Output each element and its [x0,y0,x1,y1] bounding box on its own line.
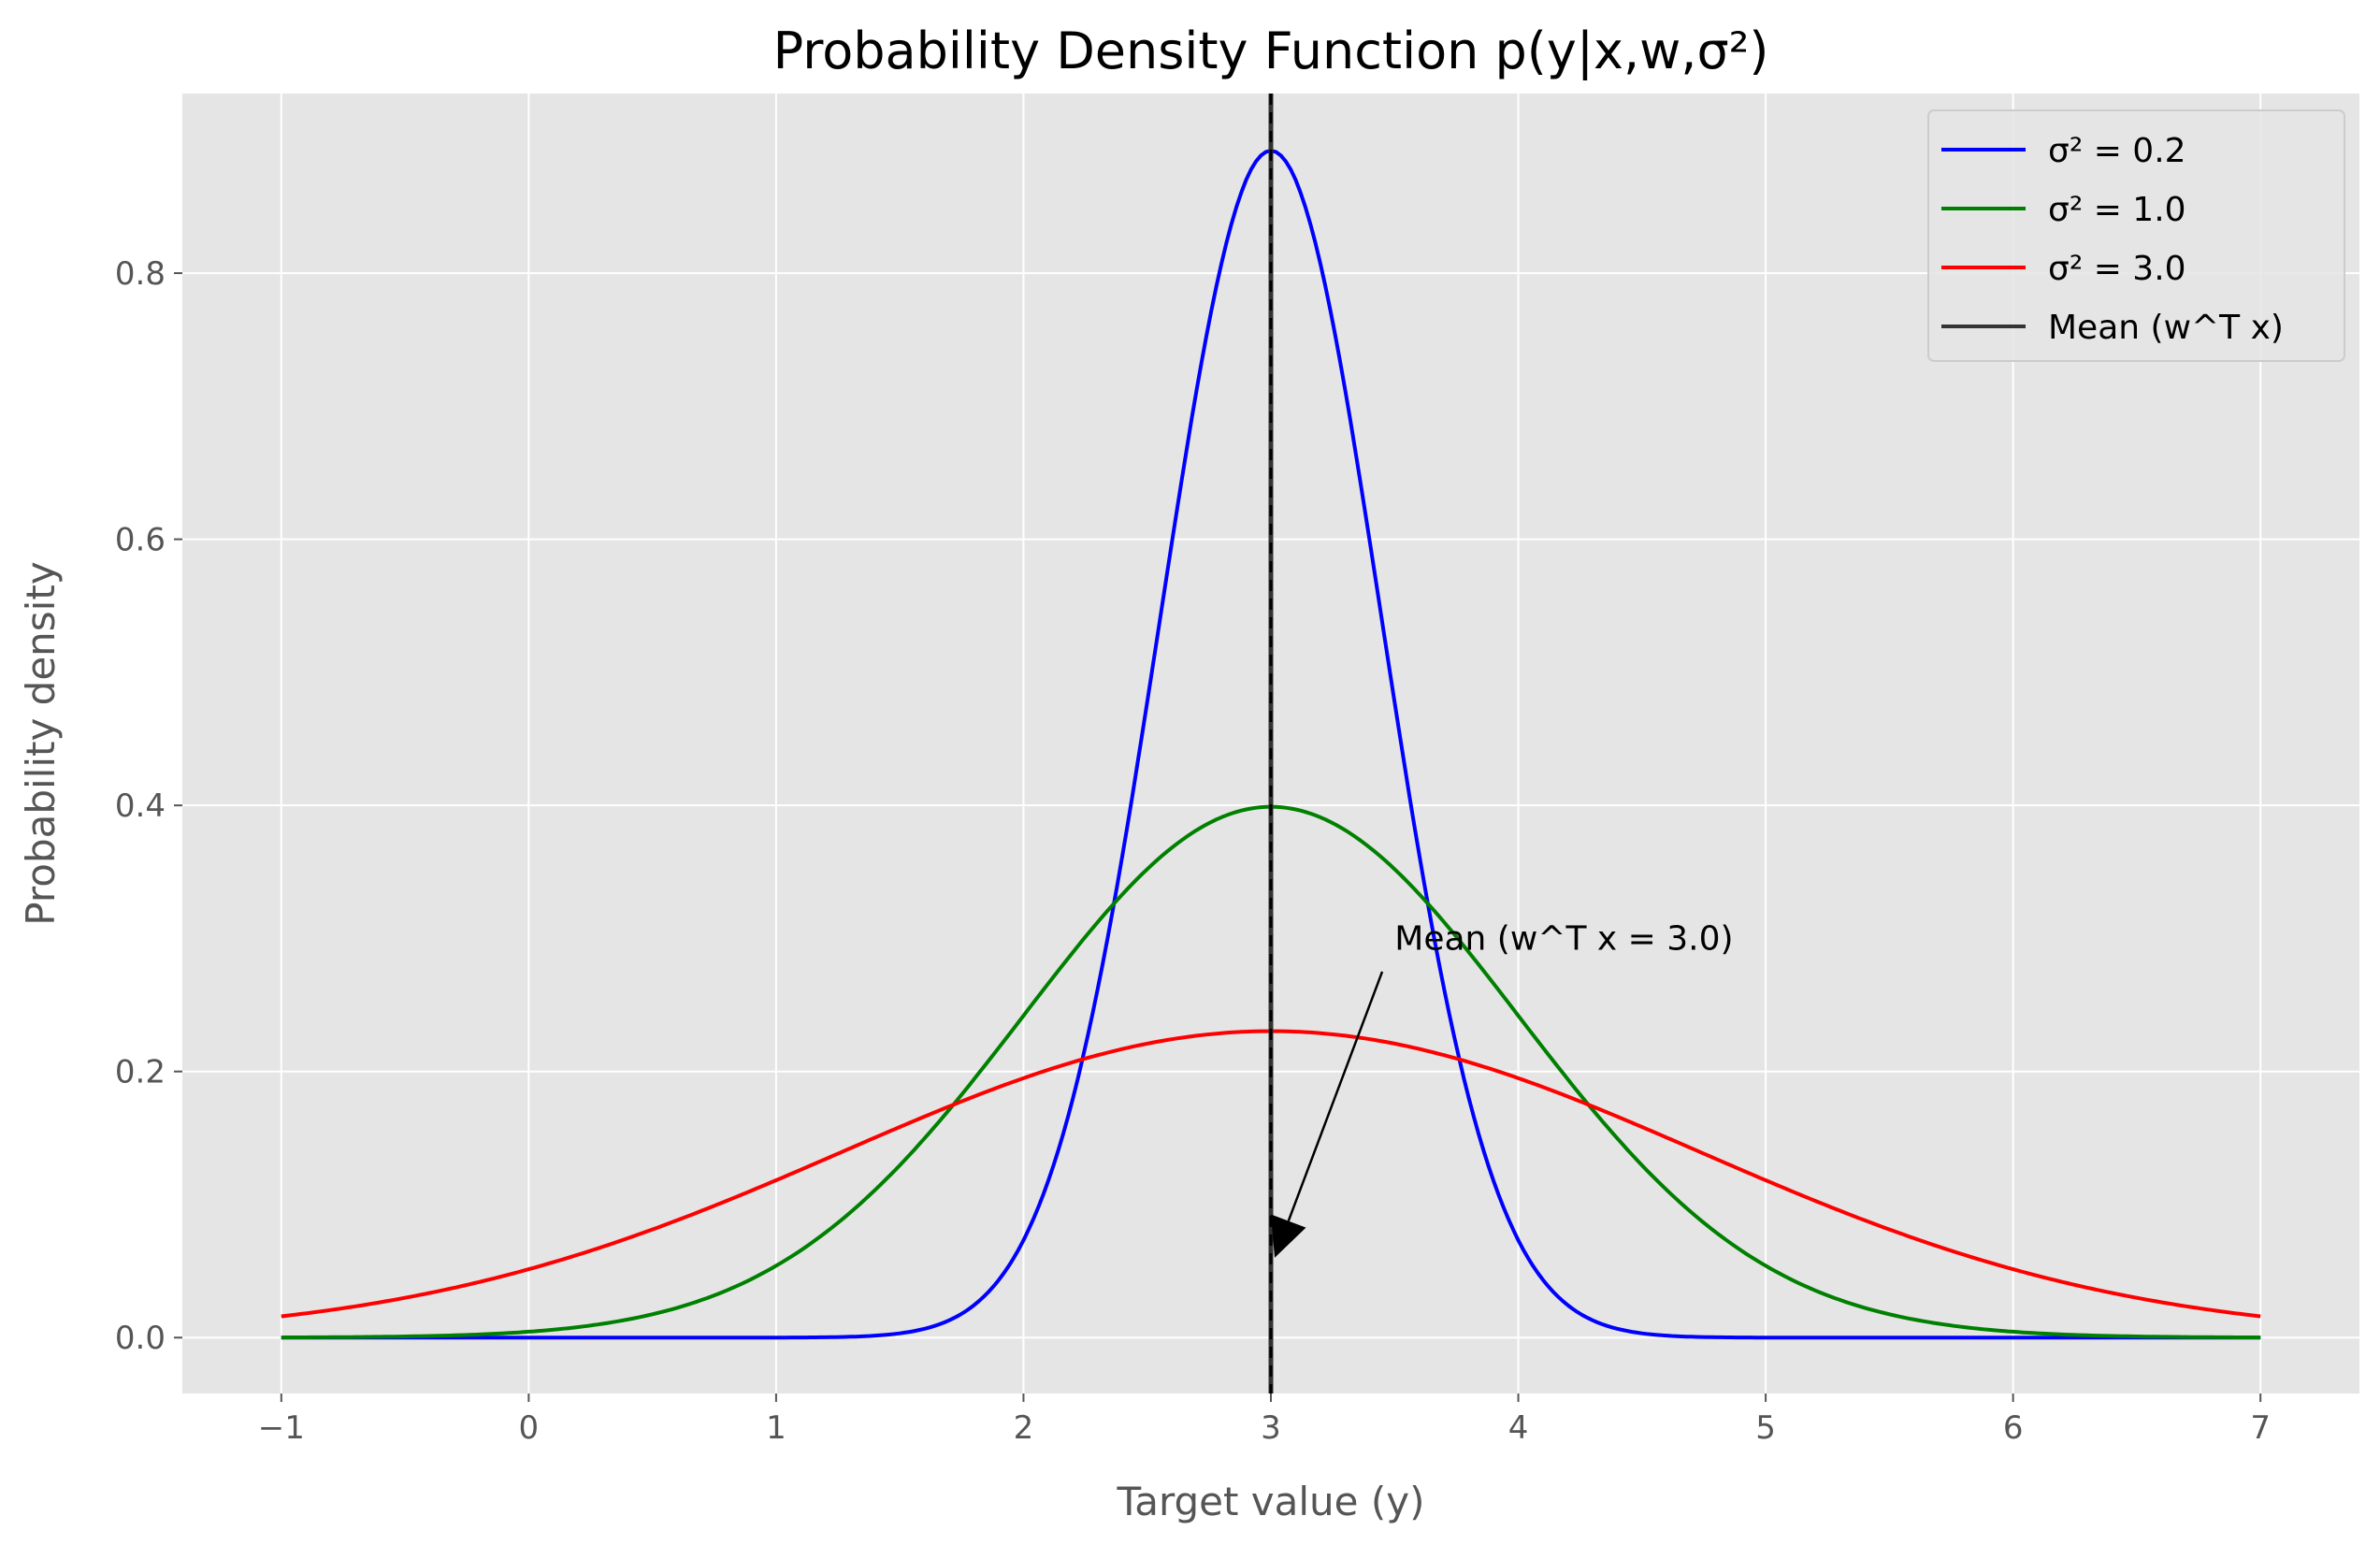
y-tick-label: 0.6 [115,522,166,559]
chart-title: Probability Density Function p(y|x,w,σ²) [773,22,1769,80]
annotation-arrow-shaft [1287,971,1384,1222]
x-tick-label: 6 [2003,1409,2024,1447]
x-tick-label: 5 [1755,1409,1776,1447]
tick-marks: −1 0 1 2 3 4 5 6 7 0.0 0.2 0.4 0.6 0.8 [115,255,2271,1447]
y-tick-label: 0.2 [115,1054,166,1091]
legend: σ² = 0.2 σ² = 1.0 σ² = 3.0 Mean (w^T x) [1927,109,2345,362]
legend-label: σ² = 1.0 [2048,191,2186,229]
legend-label: Mean (w^T x) [2048,309,2284,347]
legend-label: σ² = 0.2 [2048,132,2186,170]
legend-label: σ² = 3.0 [2048,250,2186,288]
y-axis-label: Probability density [18,561,64,925]
annotation-text: Mean (w^T x = 3.0) [1394,919,1733,958]
x-tick-label: 4 [1508,1409,1529,1447]
x-tick-label: −1 [258,1409,305,1447]
x-tick-label: 3 [1261,1409,1281,1447]
y-tick-label: 0.0 [115,1320,166,1357]
annotation-arrow-head [1271,1214,1306,1258]
x-tick-label: 1 [766,1409,786,1447]
annotation-group: Mean (w^T x = 3.0) [1271,919,1734,1258]
x-tick-label: 2 [1014,1409,1034,1447]
x-tick-label: 0 [519,1409,540,1447]
y-tick-label: 0.4 [115,787,166,825]
legend-box [1927,109,2345,362]
x-tick-label: 7 [2250,1409,2271,1447]
y-tick-label: 0.8 [115,255,166,293]
x-axis-label: Target value (y) [1117,1479,1425,1524]
